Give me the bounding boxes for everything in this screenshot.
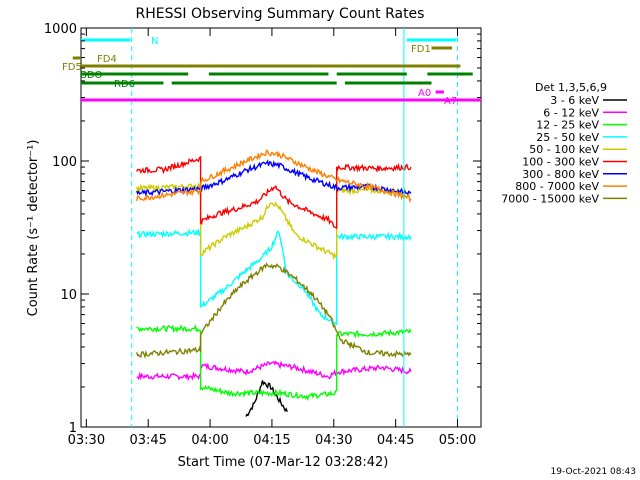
flag-label-FD1: FD1 [411, 44, 431, 55]
y-tick-label-1: 10 [60, 288, 77, 303]
legend-label-4: 50 - 100 keV [529, 143, 599, 156]
y-tick-label-2: 100 [52, 155, 77, 170]
flag-label-FD5: FD5 [62, 62, 82, 73]
series-line-3 [136, 228, 412, 327]
flag-label-FD4: FD4 [97, 54, 117, 65]
legend-label-8: 7000 - 15000 keV [501, 192, 599, 205]
x-tick-label-1: 03:45 [129, 433, 166, 448]
series-layer [136, 149, 412, 417]
series-line-0 [245, 380, 288, 417]
legend-label-7: 800 - 7000 keV [515, 180, 599, 193]
legend-label-2: 12 - 25 keV [536, 119, 599, 132]
legend-label-0: 3 - 6 keV [550, 94, 599, 107]
x-tick-label-2: 04:00 [191, 433, 228, 448]
legend-label-1: 6 - 12 keV [543, 106, 599, 119]
flag-label-A7: A7 [444, 96, 457, 107]
footer-date: 19-Oct-2021 08:43 [551, 467, 636, 477]
series-line-1 [136, 360, 412, 382]
x-axis-label: Start Time (07-Mar-12 03:28:42) [178, 455, 389, 470]
series-line-4 [136, 181, 412, 261]
series-line-7 [136, 149, 412, 204]
y-axis-label: Count Rate (s⁻¹ detector⁻¹) [26, 140, 41, 317]
y-tick-label-0: 1 [69, 421, 77, 436]
legend-title: Det 1,3,5,6,9 [535, 81, 607, 94]
flag-label-RD6: RD6 [114, 79, 135, 90]
x-tick-label-4: 04:30 [315, 433, 352, 448]
plot-frame [80, 27, 482, 428]
flag-label-A0: A0 [418, 88, 431, 99]
flag-label-N: N [151, 36, 158, 47]
series-line-2 [136, 324, 412, 401]
series-line-8 [136, 262, 412, 359]
x-tick-label-6: 05:00 [439, 433, 476, 448]
x-tick-label-0: 03:30 [68, 433, 105, 448]
x-tick-label-5: 04:45 [377, 433, 414, 448]
x-tick-label-3: 04:15 [253, 433, 290, 448]
legend-label-5: 100 - 300 keV [522, 156, 599, 169]
series-line-5 [136, 155, 412, 230]
legend-label-6: 300 - 800 keV [522, 168, 599, 181]
legend-label-3: 25 - 50 keV [536, 131, 599, 144]
y-tick-label-3: 1000 [44, 22, 77, 37]
chart-title: RHESSI Observing Summary Count Rates [136, 6, 425, 22]
flag-label-BDO: BDO [80, 70, 103, 81]
axis-ticks-layer: 03:30 03:45 04:00 04:15 04:30 04:45 05:00 1 10 10… [44, 22, 481, 448]
